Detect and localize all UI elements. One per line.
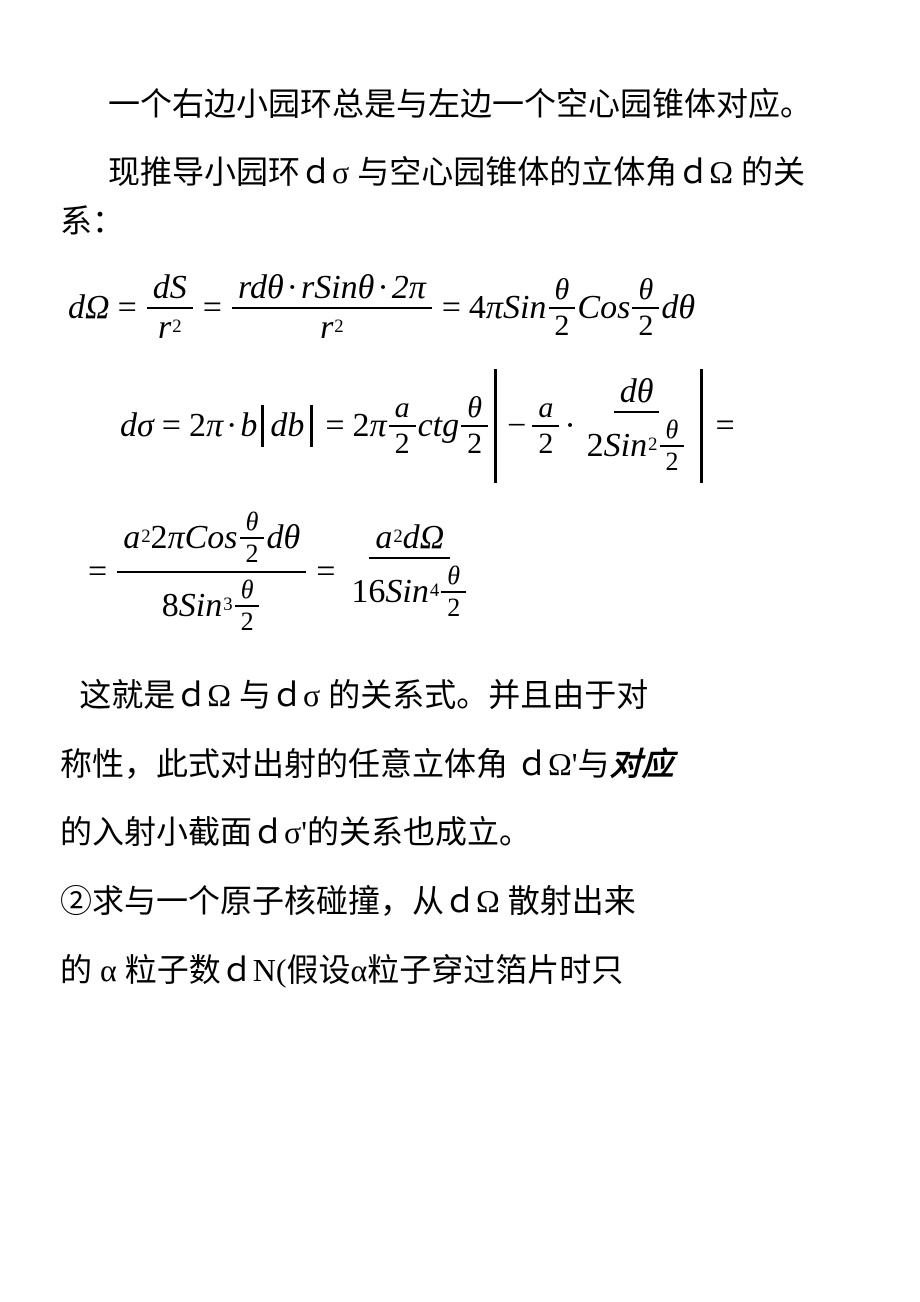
math-theta: θ: [666, 417, 679, 443]
num-2: 2: [246, 541, 259, 567]
paragraph-4c: 的入射小截面ｄσ'的关系也成立。: [60, 798, 860, 867]
frac-rdtheta: rdθ · rSinθ · 2π r2: [232, 269, 432, 347]
math-a: a: [375, 521, 392, 555]
sup-2: 2: [393, 528, 402, 547]
math-2pi: 2π: [392, 271, 426, 305]
math-pi: π: [168, 521, 185, 555]
num-2: 2: [467, 429, 482, 459]
math-dOmega: dΩ: [403, 521, 445, 555]
num-2: 2: [538, 429, 553, 459]
frac-a2-2picos: a2 2πCos θ 2 dθ 8Sin3 θ 2: [117, 505, 306, 639]
p4c-text: 的入射小截面ｄσ'的关系也成立。: [60, 814, 531, 850]
math-Sin: Sin: [385, 575, 428, 609]
math-rdtheta: rdθ: [238, 271, 284, 305]
paragraph-block-bottom: 这就是ｄΩ 与ｄσ 的关系式。并且由于对 称性，此式对出射的任意立体角 ｄΩ'与…: [60, 661, 860, 1005]
equals-sign: =: [203, 291, 222, 325]
math-4: 4: [469, 291, 486, 325]
math-r: r: [320, 311, 333, 345]
math-dsigma: dσ: [120, 409, 154, 443]
sup-2: 2: [334, 318, 343, 337]
math-theta: θ: [467, 393, 482, 423]
num-2: 2: [638, 311, 653, 341]
sup-2: 2: [141, 528, 150, 547]
frac-theta-2-small: θ 2: [441, 561, 466, 623]
math-r: r: [158, 311, 171, 345]
num-2: 2: [353, 409, 370, 443]
frac-theta-2-small: θ 2: [235, 575, 260, 637]
num-2: 2: [241, 609, 254, 635]
math-Cos: Cos: [185, 521, 238, 555]
equals-sign: =: [118, 291, 137, 325]
math-theta: θ: [241, 577, 254, 603]
p4a-text: 称性，此式对出射的任意立体角 ｄΩ'与: [60, 746, 610, 782]
sup-3: 3: [223, 596, 232, 615]
math-a: a: [395, 393, 410, 423]
document-page: 一个右边小园环总是与左边一个空心园锥体对应。 现推导小园环ｄσ 与空心园锥体的立…: [0, 0, 920, 1045]
math-pi: π: [370, 409, 387, 443]
math-dtheta: dθ: [620, 375, 654, 409]
frac-theta-2: θ 2: [461, 391, 488, 461]
equals-sign: =: [88, 555, 107, 589]
equation-3: = a2 2πCos θ 2 dθ 8Sin3 θ 2 =: [80, 505, 860, 639]
math-a: a: [538, 393, 553, 423]
paragraph-5: ②求与一个原子核碰撞，从ｄΩ 散射出来: [60, 867, 860, 936]
math-Sin: Sin: [503, 291, 546, 325]
math-rSin: rSinθ: [301, 271, 374, 305]
math-b: b: [240, 409, 257, 443]
abs-big: − a 2 · dθ 2Sin2 θ 2: [490, 369, 707, 483]
math-db: db: [270, 409, 304, 443]
sup-2: 2: [172, 318, 181, 337]
math-Cos: Cos: [577, 291, 630, 325]
frac-theta-2-small: θ 2: [240, 507, 265, 569]
frac-theta-2-small: θ 2: [659, 415, 684, 477]
num-2: 2: [554, 311, 569, 341]
math-theta: θ: [638, 275, 653, 305]
paragraph-6: 的 α 粒子数ｄN(假设α粒子穿过箔片时只: [60, 936, 860, 1005]
math-pi: π: [206, 409, 223, 443]
equals-sign: =: [316, 555, 335, 589]
frac-theta-2: θ 2: [548, 273, 575, 343]
num-2: 2: [151, 521, 168, 555]
frac-theta-2: θ 2: [632, 273, 659, 343]
math-dS: dS: [153, 271, 187, 305]
math-dOmega: dΩ: [68, 291, 110, 325]
num-16: 16: [351, 575, 385, 609]
num-2: 2: [665, 449, 678, 475]
equals-sign: =: [162, 409, 181, 443]
math-theta: θ: [447, 563, 460, 589]
math-dtheta: dθ: [267, 521, 301, 555]
frac-a2dOmega: a2dΩ 16Sin4 θ 2: [345, 519, 474, 625]
paragraph-3: 这就是ｄΩ 与ｄσ 的关系式。并且由于对: [60, 661, 860, 730]
p4b-emphasis: 对应: [610, 746, 674, 782]
paragraph-2: 现推导小园环ｄσ 与空心园锥体的立体角ｄΩ 的关系：: [60, 148, 860, 247]
num-2: 2: [395, 429, 410, 459]
paragraph-4: 称性，此式对出射的任意立体角 ｄΩ'与对应: [60, 730, 860, 799]
abs-db: db: [257, 405, 317, 447]
equals-sign: =: [442, 291, 461, 325]
num-2: 2: [587, 429, 604, 463]
equation-1: dΩ = dS r2 = rdθ · rSinθ · 2π r2 = 4π Si…: [68, 269, 860, 347]
math-Sin: Sin: [179, 589, 222, 623]
math-ctg: ctg: [418, 409, 460, 443]
equation-2: dσ = 2π · b db = 2π a 2 ctg θ 2 − a 2: [120, 369, 860, 483]
frac-a-2: a 2: [532, 391, 559, 461]
num-8: 8: [162, 589, 179, 623]
frac-dS-r2: dS r2: [147, 269, 193, 347]
minus-sign: −: [507, 409, 526, 443]
equals-sign: =: [325, 409, 344, 443]
math-dtheta: dθ: [661, 291, 695, 325]
math-theta: θ: [555, 275, 570, 305]
sup-4: 4: [430, 582, 439, 601]
frac-dtheta-2sin2: dθ 2Sin2 θ 2: [581, 373, 693, 479]
math-pi: π: [486, 291, 503, 325]
paragraph-1: 一个右边小园环总是与左边一个空心园锥体对应。: [60, 80, 860, 130]
math-Sin: Sin: [604, 429, 647, 463]
sup-2: 2: [648, 436, 657, 455]
equals-sign: =: [715, 409, 734, 443]
math-a: a: [123, 521, 140, 555]
num-2: 2: [447, 595, 460, 621]
num-2: 2: [189, 409, 206, 443]
math-theta: θ: [246, 509, 259, 535]
frac-a-2: a 2: [389, 391, 416, 461]
